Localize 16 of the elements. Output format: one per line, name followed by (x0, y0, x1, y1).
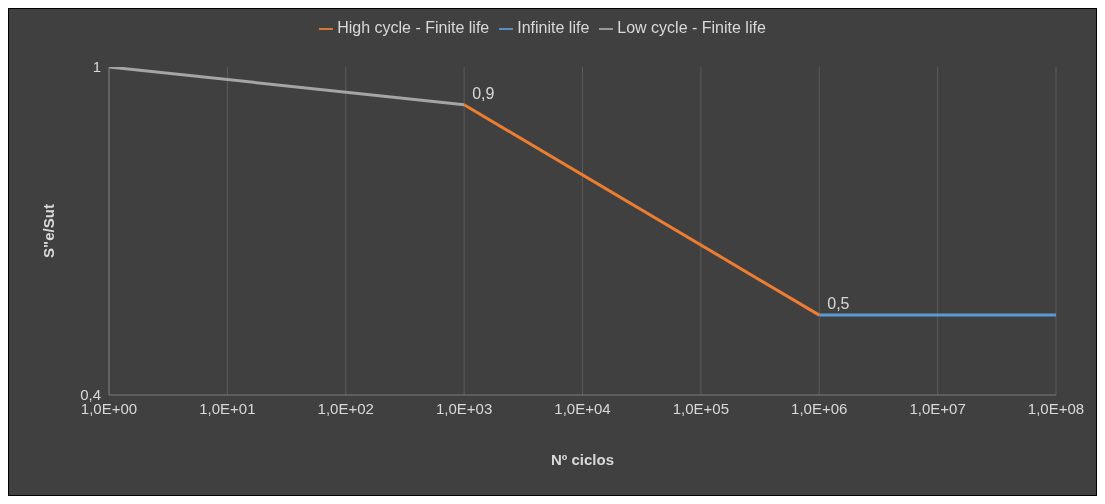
legend-label: High cycle - Finite life (337, 19, 490, 36)
legend-label: Infinite life (517, 19, 590, 36)
x-tick-label: 1,0E+01 (199, 399, 256, 417)
y-tick-label: 1 (92, 58, 101, 76)
x-tick-label: 1,0E+04 (554, 399, 611, 417)
x-tick-label: 1,0E+05 (672, 399, 730, 417)
x-tick-label: 1,0E+08 (1027, 399, 1085, 417)
annotation: 0,5 (827, 295, 850, 313)
y-axis-title: S"e/Sut (40, 204, 58, 258)
x-tick-label: 1,0E+02 (317, 399, 374, 417)
x-axis-title: Nº ciclos (550, 451, 615, 468)
annotation: 0,9 (472, 84, 495, 102)
x-tick-label: 1,0E+06 (791, 399, 848, 417)
legend-label: Low cycle - Finite life (617, 19, 766, 36)
x-tick-label: 1,0E+07 (909, 399, 966, 417)
x-tick-label: 1,0E+03 (435, 399, 493, 417)
